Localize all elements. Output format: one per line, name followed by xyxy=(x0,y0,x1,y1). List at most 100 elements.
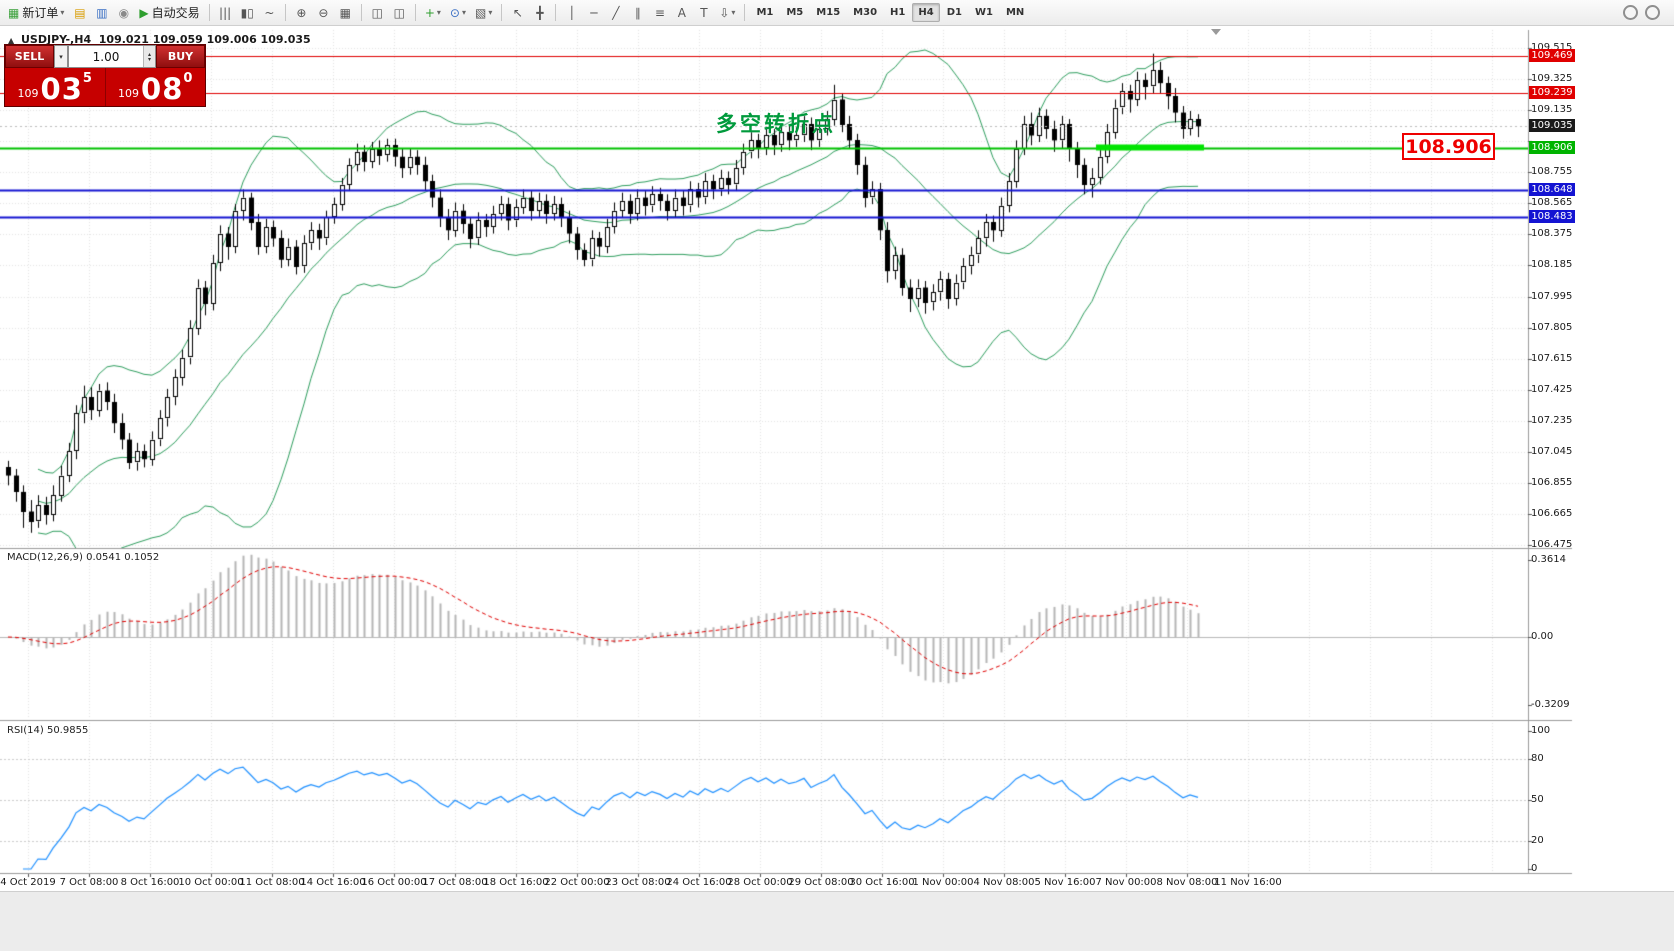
buy-button[interactable]: BUY xyxy=(156,45,205,68)
toolbar-separator xyxy=(555,4,557,21)
community-icon[interactable] xyxy=(1623,5,1638,20)
volume-stepper: ▴ ▾ xyxy=(143,46,155,67)
timeframe-m1[interactable]: M1 xyxy=(756,7,774,18)
search-icon[interactable] xyxy=(1645,5,1660,20)
date-axis-label: 8 Oct 16:00 xyxy=(120,877,180,888)
channel-button[interactable]: ∥ xyxy=(627,3,648,23)
date-axis-label: 18 Oct 16:00 xyxy=(483,877,549,888)
price-badge-109.035: 109.035 xyxy=(1529,119,1575,132)
chevron-down-icon: ▾ xyxy=(436,8,441,17)
date-axis-label: 5 Nov 16:00 xyxy=(1034,877,1096,888)
data-window-icon[interactable]: ◉ xyxy=(113,3,134,23)
date-axis-label: 22 Oct 00:00 xyxy=(544,877,610,888)
fibonacci-button[interactable]: ≡ xyxy=(649,3,670,23)
periods-button[interactable]: ⊙ ▾ xyxy=(446,3,470,23)
toolbar-separator xyxy=(360,4,362,21)
price-axis-label: 109.515 xyxy=(1531,42,1573,53)
timeframe-m30[interactable]: M30 xyxy=(853,7,878,18)
tile-windows-button[interactable]: ▦ xyxy=(335,3,356,23)
price-axis-label: 108.755 xyxy=(1531,166,1573,177)
templates-button[interactable]: ▧ ▾ xyxy=(471,3,496,23)
rsi-axis-label: 50 xyxy=(1531,794,1544,805)
vertical-line-button[interactable]: │ xyxy=(561,3,582,23)
timeframe-h1[interactable]: H1 xyxy=(890,7,906,18)
auto-trading-button[interactable]: ▶ 自动交易 xyxy=(135,3,203,23)
date-axis-label: 11 Nov 16:00 xyxy=(1214,877,1282,888)
date-axis-label: 4 Oct 2019 xyxy=(0,877,56,888)
market-watch-icon[interactable]: ▥ xyxy=(91,3,112,23)
templates-icon: ▧ xyxy=(475,5,487,20)
price-axis-label: 107.805 xyxy=(1531,322,1573,333)
price-chart-canvas[interactable] xyxy=(0,26,1674,951)
price-axis-label: 108.565 xyxy=(1531,197,1573,208)
toolbar-separator xyxy=(208,4,210,21)
bid-price[interactable]: 109 03 5 xyxy=(5,68,106,106)
sell-button[interactable]: SELL xyxy=(5,45,54,68)
timeframe-h4[interactable]: H4 xyxy=(912,3,940,22)
price-axis-label: 107.995 xyxy=(1531,291,1573,302)
new-order-button[interactable]: ▦ 新订单 ▾ xyxy=(4,3,68,23)
price-axis-label: 107.425 xyxy=(1531,384,1573,395)
date-axis-label: 10 Oct 00:00 xyxy=(178,877,244,888)
price-axis-label: 106.475 xyxy=(1531,539,1573,550)
order-options-dropdown[interactable]: ▾ xyxy=(54,45,68,68)
status-strip xyxy=(0,891,1674,951)
channel-icon: ∥ xyxy=(634,5,641,20)
arrows-button[interactable]: ⇩ ▾ xyxy=(715,3,739,23)
date-axis-label: 1 Nov 00:00 xyxy=(912,877,974,888)
volume-input[interactable] xyxy=(69,46,143,67)
date-axis-label: 28 Oct 00:00 xyxy=(727,877,793,888)
indicators-button[interactable]: + ▾ xyxy=(421,3,445,23)
date-axis-label: 7 Oct 08:00 xyxy=(59,877,119,888)
timeframe-mn[interactable]: MN xyxy=(1005,7,1025,18)
toolbar-separator xyxy=(414,4,416,21)
line-chart-button[interactable]: ~ xyxy=(259,3,280,23)
cursor-icon: ↖ xyxy=(512,5,523,20)
timeframe-m15[interactable]: M15 xyxy=(816,7,841,18)
chevron-down-icon: ▾ xyxy=(60,8,65,17)
price-axis-label: 109.135 xyxy=(1531,104,1573,115)
cursor-button[interactable]: ↖ xyxy=(507,3,528,23)
text-button[interactable]: A xyxy=(671,3,692,23)
ask-superscript: 0 xyxy=(183,71,193,86)
zoom-in-button[interactable]: ⊕ xyxy=(291,3,312,23)
zoom-out-button[interactable]: ⊖ xyxy=(313,3,334,23)
market-watch-icon-icon: ▥ xyxy=(96,5,108,20)
bid-big-digits: 03 xyxy=(40,72,83,107)
arrange-windows-button[interactable]: ◫ xyxy=(367,3,388,23)
text-label-button[interactable]: T xyxy=(693,3,714,23)
price-badge-108.648: 108.648 xyxy=(1529,183,1575,196)
trendline-button[interactable]: ╱ xyxy=(605,3,626,23)
price-badge-108.906: 108.906 xyxy=(1529,141,1575,154)
auto-trading-button-label: 自动交易 xyxy=(151,6,200,20)
cascade-windows-button[interactable]: ◫ xyxy=(389,3,410,23)
volume-up-button[interactable]: ▴ xyxy=(147,50,151,58)
crosshair-icon: ╋ xyxy=(536,5,544,20)
timeframe-d1[interactable]: D1 xyxy=(946,7,962,18)
volume-down-button[interactable]: ▾ xyxy=(147,55,151,63)
crosshair-button[interactable]: ╋ xyxy=(529,3,550,23)
new-order-icon: ▦ xyxy=(8,5,20,20)
chart-profile-icon[interactable]: ▤ xyxy=(69,3,90,23)
price-axis-label: 108.375 xyxy=(1531,228,1573,239)
date-axis-label: 14 Oct 16:00 xyxy=(300,877,366,888)
indicators-icon: + xyxy=(424,5,435,20)
price-badge-108.483: 108.483 xyxy=(1529,210,1575,223)
toolbar-separator xyxy=(501,4,503,21)
line-chart-icon: ~ xyxy=(264,5,275,20)
candlestick-chart-button[interactable]: ▮▯ xyxy=(237,3,258,23)
date-axis-label: 8 Nov 08:00 xyxy=(1156,877,1218,888)
macd-axis-label: -0.3209 xyxy=(1531,699,1570,710)
date-axis-label: 4 Nov 08:00 xyxy=(973,877,1035,888)
horizontal-line-button[interactable]: ─ xyxy=(583,3,604,23)
toolbar-separator xyxy=(744,4,746,21)
timeframe-w1[interactable]: W1 xyxy=(974,7,993,18)
ask-price[interactable]: 109 08 0 xyxy=(106,68,206,106)
price-axis-label: 107.235 xyxy=(1531,415,1573,426)
timeframe-m5[interactable]: M5 xyxy=(786,7,804,18)
macd-indicator-label: MACD(12,26,9) 0.0541 0.1052 xyxy=(7,552,160,563)
bar-chart-button[interactable]: ||| xyxy=(215,3,236,23)
price-badge-109.469: 109.469 xyxy=(1529,49,1575,62)
symbol-name: USDJPY-,H4 xyxy=(21,33,92,46)
